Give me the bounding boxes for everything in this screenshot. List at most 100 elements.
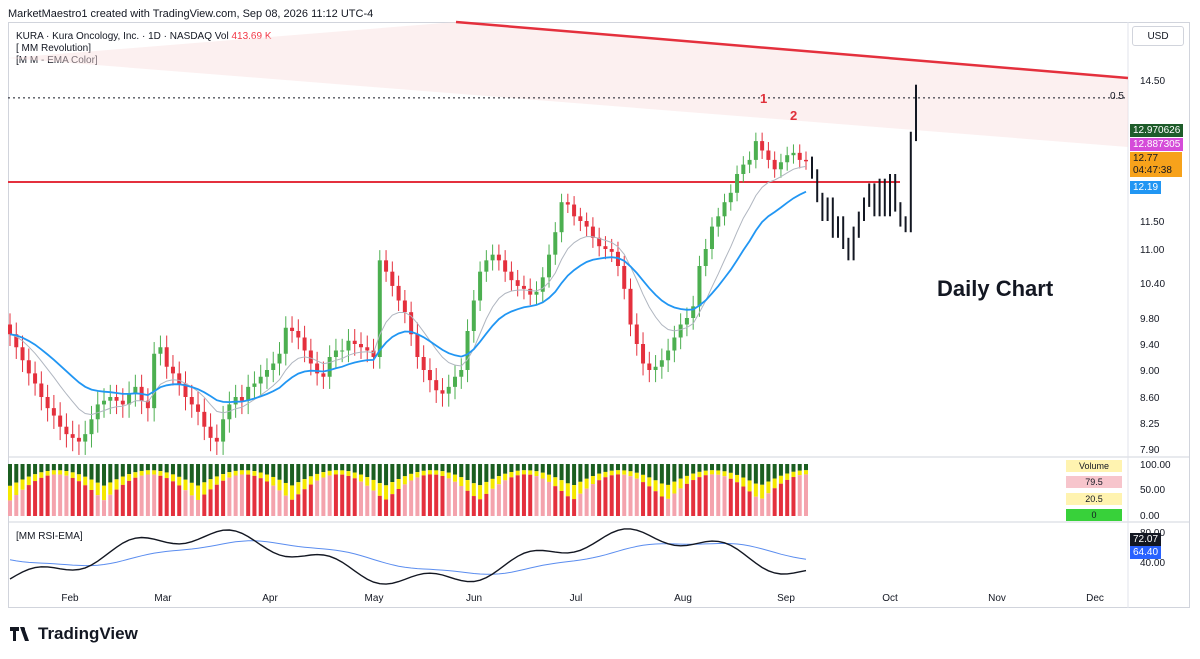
volume-sell-bar	[308, 484, 313, 516]
candle	[484, 260, 489, 272]
volume-sell-bar	[158, 475, 163, 516]
candle	[496, 254, 501, 261]
volume-neutral-bar	[33, 474, 38, 482]
candle	[791, 152, 796, 156]
currency-button[interactable]: USD	[1132, 26, 1184, 46]
price-label-1: 12.970626	[1130, 124, 1184, 137]
volume-buy-bar	[8, 464, 12, 486]
candle	[440, 390, 445, 394]
candle	[703, 249, 708, 266]
candle	[735, 174, 740, 193]
volume-neutral-bar	[83, 476, 88, 486]
volume-buy-bar	[641, 464, 646, 475]
volume-neutral-bar	[484, 481, 489, 494]
volume-buy-bar	[95, 464, 100, 483]
volume-buy-bar	[321, 464, 326, 473]
volume-neutral-bar	[797, 470, 802, 476]
volume-sell-bar	[214, 484, 219, 516]
candle	[521, 285, 526, 289]
volume-buy-bar	[352, 464, 357, 473]
volume-neutral-bar	[127, 474, 132, 481]
candle	[515, 280, 520, 286]
volume-neutral-bar	[20, 479, 25, 490]
volume-buy-bar	[697, 464, 702, 472]
volume-sell-bar	[239, 474, 244, 516]
volume-sell-bar	[233, 475, 238, 516]
volume-buy-bar	[559, 464, 564, 481]
volume-neutral-bar	[208, 479, 213, 490]
candle	[785, 155, 790, 163]
volume-buy-bar	[653, 464, 658, 481]
volume-sell-bar	[553, 486, 558, 516]
volume-buy-bar	[208, 464, 213, 480]
volume-sell-bar	[76, 481, 81, 516]
volume-neutral-bar	[609, 470, 614, 476]
candle	[302, 337, 307, 351]
volume-sell-bar	[709, 474, 714, 516]
volume-neutral-bar	[603, 471, 608, 478]
volume-sell-bar	[358, 481, 363, 516]
volume-buy-bar	[20, 464, 25, 480]
candle	[283, 327, 288, 354]
legend-indicator-1[interactable]: [ MM Revolution]	[16, 43, 92, 54]
volume-buy-bar	[597, 464, 602, 474]
volume-neutral-bar	[760, 484, 765, 499]
volume-neutral-bar	[553, 477, 558, 487]
volume-sell-bar	[572, 499, 577, 516]
tradingview-logo[interactable]: TradingView	[10, 624, 138, 644]
volume-buy-bar	[164, 464, 169, 473]
volume-sell-bar	[684, 483, 689, 516]
vol-axis-50: 50.00	[1140, 485, 1166, 496]
volume-buy-bar	[371, 464, 376, 480]
volume-neutral-bar	[666, 484, 671, 499]
price-tick-label: 8.25	[1140, 419, 1160, 430]
volume-buy-bar	[446, 464, 451, 473]
candle	[196, 404, 201, 412]
resistance-channel	[8, 22, 1128, 147]
candle	[427, 370, 432, 381]
candle	[772, 159, 777, 170]
volume-buy-bar	[409, 464, 414, 474]
volume-neutral-bar	[271, 476, 276, 486]
volume-neutral-bar	[189, 482, 194, 496]
volume-neutral-bar	[540, 472, 545, 479]
volume-sell-bar	[515, 475, 520, 516]
rsi-value-label: 72.07	[1130, 533, 1162, 546]
volume-buy-bar	[666, 464, 671, 485]
legend-indicator-2[interactable]: [M M - EMA Color]	[16, 55, 98, 66]
rsi-line	[9, 528, 807, 585]
candle	[170, 366, 175, 374]
candle	[152, 353, 157, 409]
candle	[584, 221, 589, 227]
candle	[352, 340, 357, 344]
time-tick-label: Apr	[262, 593, 278, 604]
volume-neutral-bar	[333, 470, 338, 475]
volume-buy-bar	[634, 464, 639, 473]
volume-neutral-bar	[321, 472, 326, 478]
volume-buy-bar	[590, 464, 595, 477]
volume-sell-bar	[290, 499, 295, 516]
time-tick-label: Oct	[882, 593, 898, 604]
volume-buy-bar	[227, 464, 232, 473]
candle	[14, 334, 19, 348]
fib-label: 0.5	[1110, 91, 1124, 102]
candle	[559, 202, 564, 233]
time-tick-label: Jun	[466, 593, 482, 604]
candle	[208, 426, 213, 438]
time-tick-label: Mar	[154, 593, 172, 604]
volume-neutral-bar	[277, 479, 282, 491]
volume-legend-v1: 79.5	[1066, 476, 1122, 488]
volume-sell-bar	[628, 476, 633, 516]
candle	[572, 204, 577, 217]
volume-neutral-bar	[728, 472, 733, 479]
rsi-panel-title[interactable]: [MM RSI-EMA]	[16, 531, 83, 542]
time-tick-label: Nov	[988, 593, 1006, 604]
candle	[753, 141, 758, 160]
volume-sell-bar	[615, 474, 620, 516]
candle	[346, 340, 351, 351]
volume-sell-bar	[440, 476, 445, 516]
volume-sell-bar	[496, 484, 501, 516]
volume-neutral-bar	[691, 473, 696, 481]
volume-buy-bar	[440, 464, 445, 472]
